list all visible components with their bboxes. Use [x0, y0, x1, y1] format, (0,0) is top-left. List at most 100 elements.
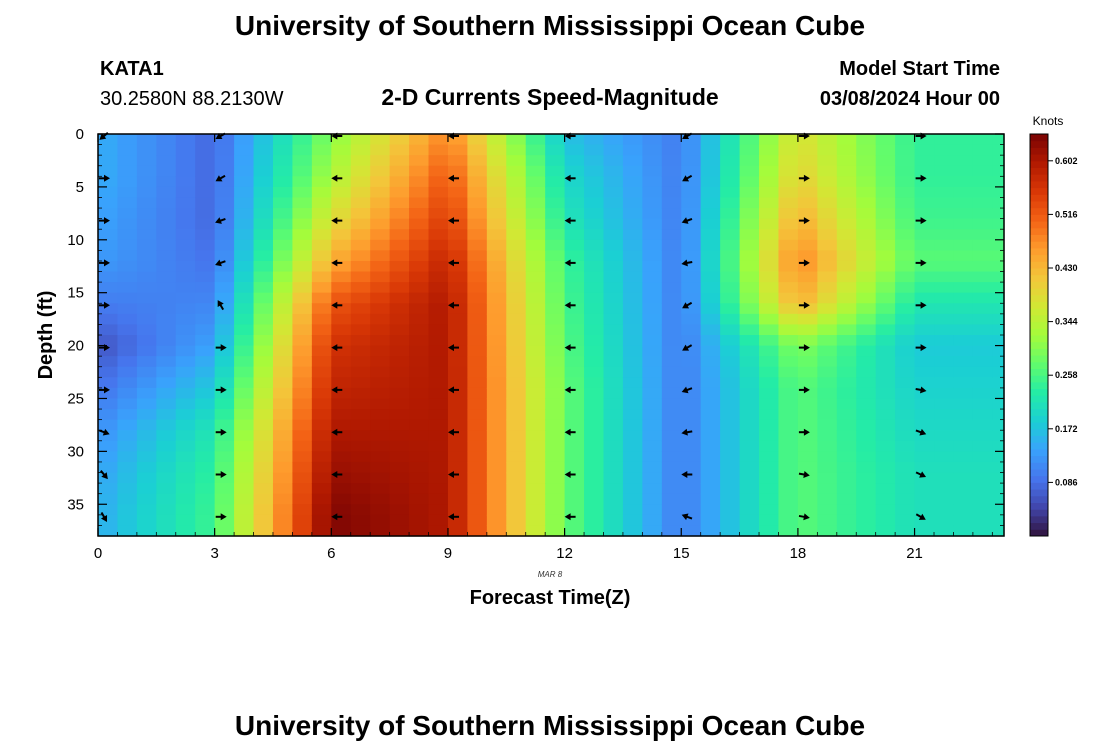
- heatmap-cell: [953, 345, 974, 357]
- heatmap-cell: [486, 186, 507, 199]
- heatmap-cell: [934, 398, 955, 410]
- heatmap-cell: [175, 514, 196, 527]
- heatmap-cell: [272, 345, 294, 357]
- current-arrow: [915, 217, 927, 225]
- heatmap-cell: [817, 430, 838, 442]
- heatmap-cell: [195, 292, 216, 304]
- heatmap-cell: [98, 165, 119, 177]
- heatmap-cell: [875, 398, 896, 410]
- heatmap-cell: [661, 483, 682, 495]
- heatmap-cell: [642, 292, 663, 304]
- heatmap-cell: [506, 514, 527, 527]
- heatmap-cell: [253, 451, 274, 463]
- heatmap-cell: [895, 239, 916, 251]
- heatmap-cell: [311, 345, 332, 357]
- heatmap-cell: [914, 451, 935, 463]
- heatmap-cell: [778, 461, 799, 474]
- heatmap-cell: [992, 514, 1005, 527]
- heatmap-cell: [856, 313, 877, 326]
- heatmap-cell: [292, 186, 313, 199]
- heatmap-cell: [350, 504, 371, 516]
- current-arrow: [915, 428, 927, 436]
- heatmap-cell: [759, 197, 780, 209]
- heatmap-cell: [992, 155, 1005, 167]
- heatmap-cell: [720, 155, 741, 167]
- heatmap-cell: [98, 504, 119, 516]
- colorbar-band: [1030, 314, 1048, 323]
- heatmap-cell: [642, 398, 663, 410]
- heatmap-cell: [817, 356, 838, 368]
- heatmap-cell: [486, 229, 507, 241]
- heatmap-cell: [797, 260, 818, 273]
- heatmap-cell: [136, 292, 157, 304]
- heatmap-cell: [895, 218, 916, 230]
- heatmap-cell: [953, 313, 974, 326]
- heatmap-cell: [195, 461, 216, 474]
- heatmap-cell: [175, 144, 196, 156]
- heatmap-cell: [525, 313, 546, 326]
- heatmap-cell: [195, 155, 216, 167]
- heatmap-cell: [875, 451, 896, 463]
- heatmap-cell: [545, 514, 566, 527]
- heatmap-cell: [175, 208, 196, 220]
- heatmap-cell: [603, 345, 624, 357]
- heatmap-cell: [331, 504, 352, 516]
- heatmap-cell: [564, 250, 585, 262]
- heatmap-cell: [875, 409, 896, 421]
- heatmap-cell: [681, 409, 702, 421]
- heatmap-cell: [642, 409, 663, 421]
- heatmap-cell: [272, 504, 294, 516]
- heatmap-cell: [914, 229, 935, 241]
- heatmap-cell: [350, 472, 371, 484]
- heatmap-cell: [817, 335, 838, 347]
- heatmap-cell: [642, 345, 663, 357]
- heatmap-cell: [117, 409, 138, 421]
- heatmap-cell: [817, 377, 838, 389]
- heatmap-cell: [759, 218, 780, 230]
- heatmap-cell: [253, 186, 274, 199]
- heatmap-cell: [311, 324, 332, 336]
- heatmap-cell: [972, 218, 993, 230]
- heatmap-cell: [953, 483, 974, 495]
- heatmap-cell: [350, 176, 371, 188]
- heatmap-cell: [370, 292, 391, 304]
- heatmap-cell: [447, 313, 468, 326]
- heatmap-cell: [214, 313, 235, 326]
- heatmap-cell: [175, 271, 196, 283]
- heatmap-cell: [992, 398, 1005, 410]
- heatmap-cell: [642, 165, 663, 177]
- colorbar-band: [1030, 335, 1048, 343]
- current-arrow: [915, 344, 927, 352]
- heatmap-cell: [195, 165, 216, 177]
- heatmap-cell: [195, 440, 216, 452]
- heatmap-cell: [836, 387, 857, 400]
- heatmap-cell: [564, 176, 585, 188]
- heatmap-cell: [914, 292, 935, 304]
- heatmap-cell: [778, 430, 799, 442]
- heatmap-cell: [584, 335, 605, 347]
- heatmap-cell: [797, 493, 818, 505]
- heatmap-cell: [642, 324, 663, 336]
- heatmap-cell: [467, 356, 488, 368]
- heatmap-cell: [817, 387, 838, 400]
- heatmap-cell: [856, 271, 877, 283]
- heatmap-cell: [992, 197, 1005, 209]
- heatmap-cell: [253, 282, 274, 294]
- heatmap-cell: [778, 514, 799, 527]
- heatmap-cell: [934, 218, 955, 230]
- heatmap-cell: [156, 144, 177, 156]
- heatmap-cell: [681, 324, 702, 336]
- y-axis-label: Depth (ft): [35, 291, 57, 380]
- heatmap-cell: [311, 260, 332, 273]
- heatmap-cell: [467, 472, 488, 484]
- heatmap-cell: [156, 430, 177, 442]
- heatmap-cell: [992, 430, 1005, 442]
- heatmap-cell: [370, 155, 391, 167]
- heatmap-cell: [817, 514, 838, 527]
- heatmap-cell: [603, 165, 624, 177]
- heatmap-cell: [817, 239, 838, 251]
- heatmap-cell: [661, 176, 682, 188]
- heatmap-cell: [311, 239, 332, 251]
- heatmap-cell: [389, 461, 410, 474]
- heatmap-cell: [350, 155, 371, 167]
